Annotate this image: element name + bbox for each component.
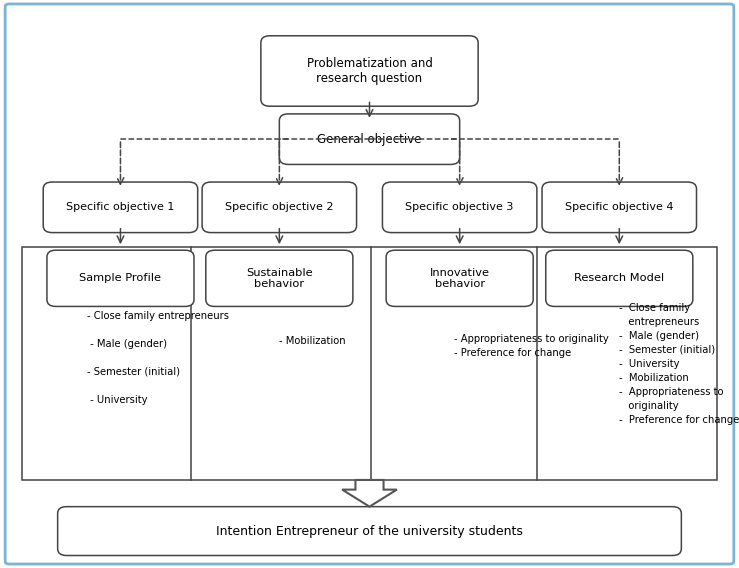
Text: - Close family entrepreneurs

 - Male (gender)

- Semester (initial)

 - Univers: - Close family entrepreneurs - Male (gen… — [87, 311, 229, 405]
Text: -  Close family
   entrepreneurs
-  Male (gender)
-  Semester (initial)
-  Unive: - Close family entrepreneurs - Male (gen… — [619, 303, 739, 424]
FancyBboxPatch shape — [279, 114, 460, 165]
Text: Research Model: Research Model — [574, 273, 664, 283]
FancyBboxPatch shape — [58, 507, 681, 556]
FancyBboxPatch shape — [386, 250, 534, 307]
FancyBboxPatch shape — [22, 247, 717, 480]
FancyBboxPatch shape — [205, 250, 353, 307]
Text: - Appropriateness to originality
- Preference for change: - Appropriateness to originality - Prefe… — [454, 335, 608, 358]
Text: Specific objective 2: Specific objective 2 — [225, 202, 333, 212]
FancyBboxPatch shape — [202, 182, 356, 233]
Text: Problematization and
research question: Problematization and research question — [307, 57, 432, 85]
FancyBboxPatch shape — [383, 182, 537, 233]
FancyBboxPatch shape — [44, 182, 198, 233]
Text: Sample Profile: Sample Profile — [80, 273, 161, 283]
FancyBboxPatch shape — [261, 36, 478, 106]
Text: Sustainable
behavior: Sustainable behavior — [246, 268, 313, 289]
FancyBboxPatch shape — [47, 250, 194, 307]
Polygon shape — [342, 480, 397, 507]
FancyBboxPatch shape — [542, 182, 696, 233]
Text: Specific objective 3: Specific objective 3 — [406, 202, 514, 212]
Text: Specific objective 4: Specific objective 4 — [565, 202, 673, 212]
FancyBboxPatch shape — [5, 4, 734, 564]
FancyBboxPatch shape — [545, 250, 692, 307]
Text: Innovative
behavior: Innovative behavior — [429, 268, 490, 289]
Text: Intention Entrepreneur of the university students: Intention Entrepreneur of the university… — [216, 525, 523, 537]
Text: - Mobilization: - Mobilization — [279, 336, 346, 346]
Text: General objective: General objective — [317, 133, 422, 145]
Text: Specific objective 1: Specific objective 1 — [67, 202, 174, 212]
